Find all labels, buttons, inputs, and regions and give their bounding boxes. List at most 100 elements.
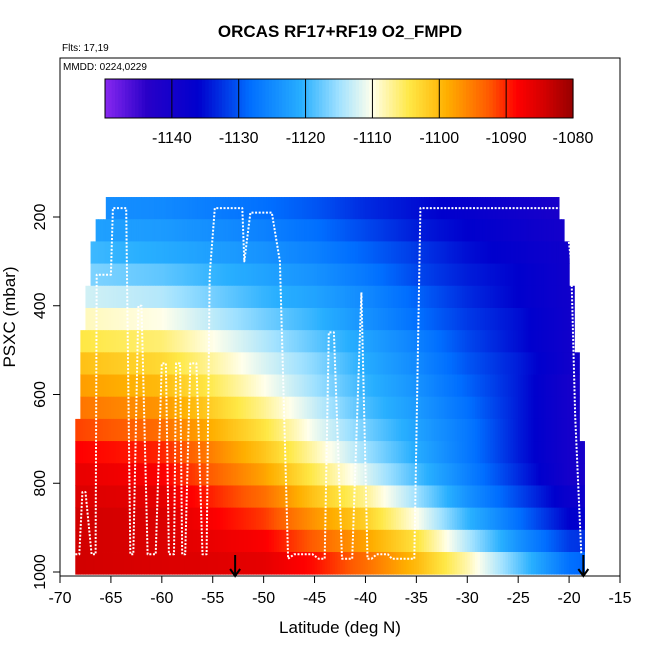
- colorbar-swatch: [131, 79, 136, 118]
- heatmap-cell: [202, 197, 206, 220]
- heatmap-cell: [88, 374, 92, 398]
- heatmap-cell: [266, 485, 270, 509]
- heatmap-cell: [474, 485, 479, 509]
- heatmap-cell: [95, 552, 99, 575]
- colorbar-swatch: [255, 79, 260, 118]
- heatmap-cell: [474, 263, 479, 287]
- heatmap-cell: [296, 374, 300, 398]
- heatmap-cell: [156, 219, 160, 242]
- heatmap-cell: [189, 507, 193, 531]
- heatmap-cell: [240, 463, 244, 486]
- heatmap-cell: [289, 285, 293, 309]
- colorbar-swatch: [375, 79, 380, 118]
- heatmap-cell: [100, 374, 104, 398]
- heatmap-cell: [314, 197, 318, 220]
- heatmap-cell: [355, 396, 359, 420]
- heatmap-cell: [146, 307, 150, 331]
- heatmap-cell: [510, 263, 514, 287]
- heatmap-cell: [245, 285, 249, 309]
- heatmap-cell: [365, 552, 369, 575]
- heatmap-cell: [424, 241, 428, 264]
- heatmap-cell: [301, 330, 305, 353]
- heatmap-cell: [345, 418, 349, 442]
- heatmap-cell: [515, 463, 519, 486]
- heatmap-cell: [408, 441, 412, 464]
- heatmap-cell: [194, 285, 199, 309]
- heatmap-cell: [306, 507, 311, 531]
- heatmap-cell: [541, 307, 545, 331]
- heatmap-cell: [457, 485, 461, 509]
- heatmap-cell: [383, 529, 387, 553]
- heatmap-cell: [225, 507, 229, 531]
- heatmap-cell: [149, 197, 153, 220]
- heatmap-cell: [482, 352, 486, 375]
- heatmap-cell: [485, 441, 489, 464]
- heatmap-cell: [161, 263, 165, 287]
- heatmap-cell: [439, 374, 443, 398]
- heatmap-cell: [278, 241, 283, 264]
- heatmap-cell: [174, 241, 178, 264]
- heatmap-cell: [77, 507, 81, 531]
- heatmap-cell: [508, 374, 512, 398]
- heatmap-cell: [312, 507, 316, 531]
- heatmap-cell: [189, 330, 193, 353]
- heatmap-cell: [194, 396, 199, 420]
- heatmap-cell: [93, 396, 97, 420]
- heatmap-cell: [105, 529, 109, 553]
- heatmap-cell: [434, 219, 438, 242]
- heatmap-cell: [469, 507, 473, 531]
- heatmap-cell: [480, 418, 484, 442]
- heatmap-cell: [373, 241, 377, 264]
- heatmap-cell: [327, 507, 331, 531]
- heatmap-cell: [116, 418, 120, 442]
- heatmap-cell: [299, 263, 303, 287]
- heatmap-cell: [121, 285, 125, 309]
- heatmap-cell: [212, 485, 216, 509]
- heatmap-cell: [508, 441, 512, 464]
- heatmap-cell: [138, 219, 143, 242]
- heatmap-cell: [334, 330, 339, 353]
- heatmap-cell: [131, 197, 135, 220]
- heatmap-cell: [250, 374, 255, 398]
- heatmap-cell: [108, 219, 112, 242]
- heatmap-cell: [495, 485, 499, 509]
- heatmap-cell: [345, 396, 349, 420]
- heatmap-cell: [551, 529, 555, 553]
- colorbar-swatch: [412, 79, 417, 118]
- heatmap-cell: [556, 330, 560, 353]
- heatmap-cell: [446, 396, 451, 420]
- heatmap-cell: [477, 219, 481, 242]
- heatmap-cell: [510, 307, 514, 331]
- heatmap-cell: [205, 418, 209, 442]
- colorbar-swatch: [185, 79, 190, 118]
- heatmap-cell: [215, 307, 219, 331]
- heatmap-cell: [548, 418, 552, 442]
- heatmap-cell: [77, 463, 81, 486]
- heatmap-cell: [306, 285, 311, 309]
- heatmap-cell: [159, 330, 163, 353]
- heatmap-cell: [495, 418, 499, 442]
- heatmap-cell: [243, 352, 247, 375]
- heatmap-cell: [222, 285, 227, 309]
- heatmap-cell: [189, 463, 193, 486]
- heatmap-cell: [128, 307, 132, 331]
- heatmap-cell: [406, 263, 410, 287]
- heatmap-cell: [306, 396, 311, 420]
- heatmap-cell: [454, 352, 458, 375]
- heatmap-cell: [462, 307, 466, 331]
- heatmap-cell: [342, 529, 346, 553]
- heatmap-cell: [268, 418, 272, 442]
- heatmap-cell: [541, 507, 545, 531]
- heatmap-cell: [194, 307, 199, 331]
- heatmap-cell: [502, 396, 507, 420]
- heatmap-cell: [276, 374, 280, 398]
- heatmap-cell: [151, 441, 155, 464]
- heatmap-cell: [390, 507, 395, 531]
- heatmap-cell: [144, 529, 148, 553]
- heatmap-cell: [431, 485, 435, 509]
- heatmap-cell: [202, 307, 206, 331]
- heatmap-cell: [284, 529, 288, 553]
- heatmap-cell: [100, 418, 104, 442]
- heatmap-cell: [312, 219, 316, 242]
- heatmap-cell: [324, 529, 328, 553]
